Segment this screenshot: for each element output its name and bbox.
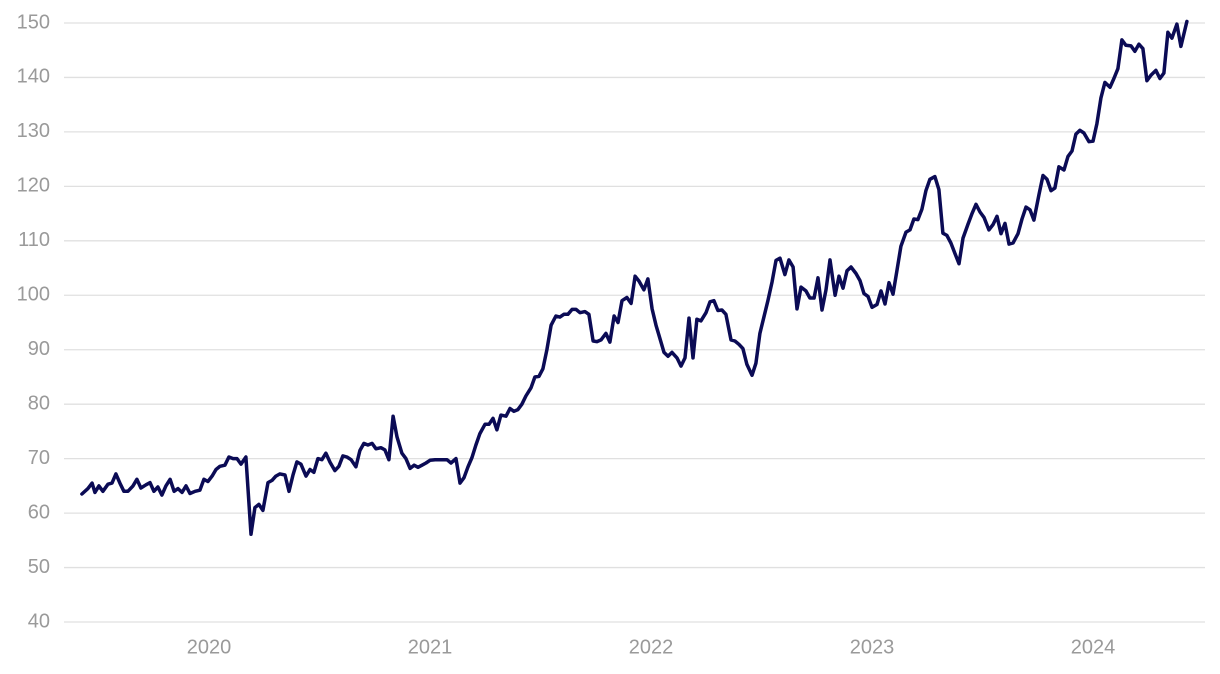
- y-tick-label: 80: [28, 392, 50, 414]
- x-tick-label: 2023: [850, 636, 895, 658]
- y-tick-label: 150: [17, 11, 50, 33]
- y-tick-label: 140: [17, 66, 50, 88]
- x-tick-label: 2024: [1071, 636, 1116, 658]
- x-tick-label: 2021: [408, 636, 453, 658]
- x-tick-label: 2022: [629, 636, 674, 658]
- y-tick-label: 110: [18, 229, 50, 251]
- y-tick-label: 100: [17, 284, 50, 306]
- y-tick-label: 70: [28, 447, 50, 469]
- y-tick-label: 130: [17, 120, 50, 142]
- y-tick-label: 50: [28, 556, 50, 578]
- y-tick-label: 90: [28, 338, 50, 360]
- y-tick-label: 40: [28, 610, 50, 632]
- x-tick-label: 2020: [187, 636, 232, 658]
- y-tick-label: 60: [28, 501, 50, 523]
- y-tick-label: 120: [17, 175, 50, 197]
- line: [80, 19, 1189, 537]
